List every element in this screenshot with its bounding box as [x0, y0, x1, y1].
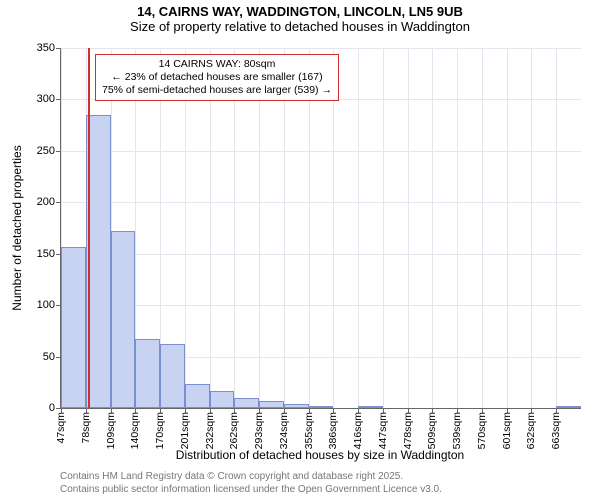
- histogram-bar: [234, 398, 259, 408]
- annotation-line1: 14 CAIRNS WAY: 80sqm: [102, 58, 332, 71]
- gridline-h: [61, 254, 581, 255]
- histogram-bar: [210, 391, 235, 408]
- xtick-label: 509sqm: [426, 412, 438, 449]
- ytick-label: 150: [37, 248, 55, 260]
- xtick-label: 632sqm: [525, 412, 537, 449]
- gridline-v: [408, 48, 409, 408]
- title-line1: 14, CAIRNS WAY, WADDINGTON, LINCOLN, LN5…: [0, 4, 600, 19]
- xtick-label: 293sqm: [253, 412, 265, 449]
- histogram-bar: [358, 406, 383, 408]
- gridline-v: [531, 48, 532, 408]
- xtick-label: 601sqm: [501, 412, 513, 449]
- gridline-v: [457, 48, 458, 408]
- chart-title: 14, CAIRNS WAY, WADDINGTON, LINCOLN, LN5…: [0, 0, 600, 34]
- gridline-v: [284, 48, 285, 408]
- gridline-v: [210, 48, 211, 408]
- credit-line2: Contains public sector information licen…: [60, 484, 442, 497]
- y-axis-label: Number of detached properties: [10, 145, 24, 310]
- histogram-bar: [61, 247, 86, 408]
- property-marker-line: [88, 48, 90, 408]
- annotation-box: 14 CAIRNS WAY: 80sqm ← 23% of detached h…: [95, 54, 339, 101]
- xtick-label: 47sqm: [55, 412, 67, 444]
- xtick-label: 201sqm: [179, 412, 191, 449]
- gridline-v: [358, 48, 359, 408]
- xtick-label: 570sqm: [476, 412, 488, 449]
- histogram-bar: [309, 406, 334, 408]
- xtick-label: 140sqm: [129, 412, 141, 449]
- xtick-label: 324sqm: [278, 412, 290, 449]
- gridline-v: [234, 48, 235, 408]
- ytick-label: 250: [37, 145, 55, 157]
- xtick-label: 663sqm: [550, 412, 562, 449]
- histogram-bar: [284, 404, 309, 408]
- gridline-v: [432, 48, 433, 408]
- gridline-v: [259, 48, 260, 408]
- histogram-bar: [135, 339, 160, 408]
- chart-container: 14, CAIRNS WAY, WADDINGTON, LINCOLN, LN5…: [0, 0, 600, 500]
- gridline-v: [309, 48, 310, 408]
- title-line2: Size of property relative to detached ho…: [0, 19, 600, 34]
- ytick-label: 300: [37, 93, 55, 105]
- gridline-v: [507, 48, 508, 408]
- xtick-label: 539sqm: [451, 412, 463, 449]
- histogram-bar: [259, 401, 284, 408]
- xtick-label: 109sqm: [105, 412, 117, 449]
- xtick-label: 262sqm: [228, 412, 240, 449]
- xtick-label: 170sqm: [154, 412, 166, 449]
- x-axis-label: Distribution of detached houses by size …: [60, 448, 580, 462]
- histogram-bar: [160, 344, 185, 408]
- xtick-label: 232sqm: [204, 412, 216, 449]
- credits: Contains HM Land Registry data © Crown c…: [60, 471, 442, 496]
- gridline-v: [482, 48, 483, 408]
- xtick-label: 447sqm: [377, 412, 389, 449]
- histogram-bar: [556, 406, 581, 408]
- ytick-label: 100: [37, 299, 55, 311]
- xtick-label: 78sqm: [80, 412, 92, 444]
- xtick-label: 416sqm: [352, 412, 364, 449]
- gridline-h: [61, 202, 581, 203]
- xtick-label: 386sqm: [327, 412, 339, 449]
- histogram-bar: [185, 384, 210, 408]
- histogram-bar: [111, 231, 136, 408]
- gridline-h: [61, 305, 581, 306]
- ytick-label: 50: [43, 351, 55, 363]
- plot-area: 05010015020025030035047sqm78sqm109sqm140…: [60, 48, 581, 409]
- credit-line1: Contains HM Land Registry data © Crown c…: [60, 471, 442, 484]
- xtick-label: 478sqm: [402, 412, 414, 449]
- annotation-line2: ← 23% of detached houses are smaller (16…: [102, 71, 332, 84]
- gridline-v: [556, 48, 557, 408]
- ytick-label: 350: [37, 42, 55, 54]
- gridline-h: [61, 151, 581, 152]
- ytick-label: 200: [37, 196, 55, 208]
- annotation-line3: 75% of semi-detached houses are larger (…: [102, 84, 332, 97]
- xtick-label: 355sqm: [303, 412, 315, 449]
- gridline-h: [61, 48, 581, 49]
- gridline-v: [185, 48, 186, 408]
- gridline-v: [383, 48, 384, 408]
- gridline-v: [333, 48, 334, 408]
